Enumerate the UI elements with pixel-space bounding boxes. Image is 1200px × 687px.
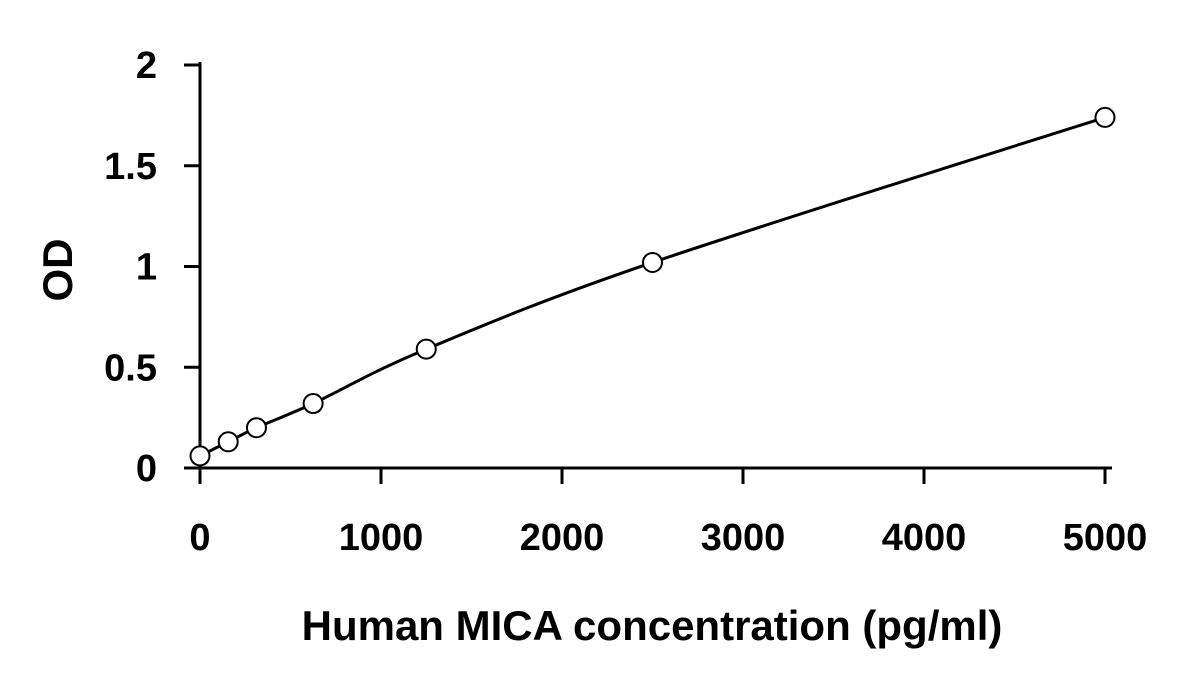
- data-point: [189, 445, 211, 467]
- y-tick-label: 1.5: [104, 146, 157, 188]
- y-tick-label: 0: [136, 448, 157, 490]
- y-tick-label: 1: [136, 247, 157, 289]
- data-point: [245, 417, 267, 439]
- data-point: [302, 393, 324, 415]
- fit-curve: [199, 115, 1106, 458]
- y-tick-label: 0.5: [104, 347, 157, 389]
- data-point: [415, 338, 437, 360]
- x-tick-label: 4000: [882, 517, 967, 559]
- data-point: [642, 251, 663, 273]
- y-axis-title: OD: [34, 239, 81, 302]
- data-point: [1094, 106, 1116, 128]
- x-tick-label: 3000: [701, 517, 786, 559]
- y-tick-label: 2: [136, 45, 157, 87]
- data-point: [217, 431, 239, 453]
- x-axis-title: Human MICA concentration (pg/ml): [302, 602, 1003, 649]
- x-tick-label: 2000: [520, 517, 605, 559]
- x-tick-label: 1000: [339, 517, 424, 559]
- x-tick-label: 0: [189, 517, 210, 559]
- x-tick-label: 5000: [1063, 517, 1148, 559]
